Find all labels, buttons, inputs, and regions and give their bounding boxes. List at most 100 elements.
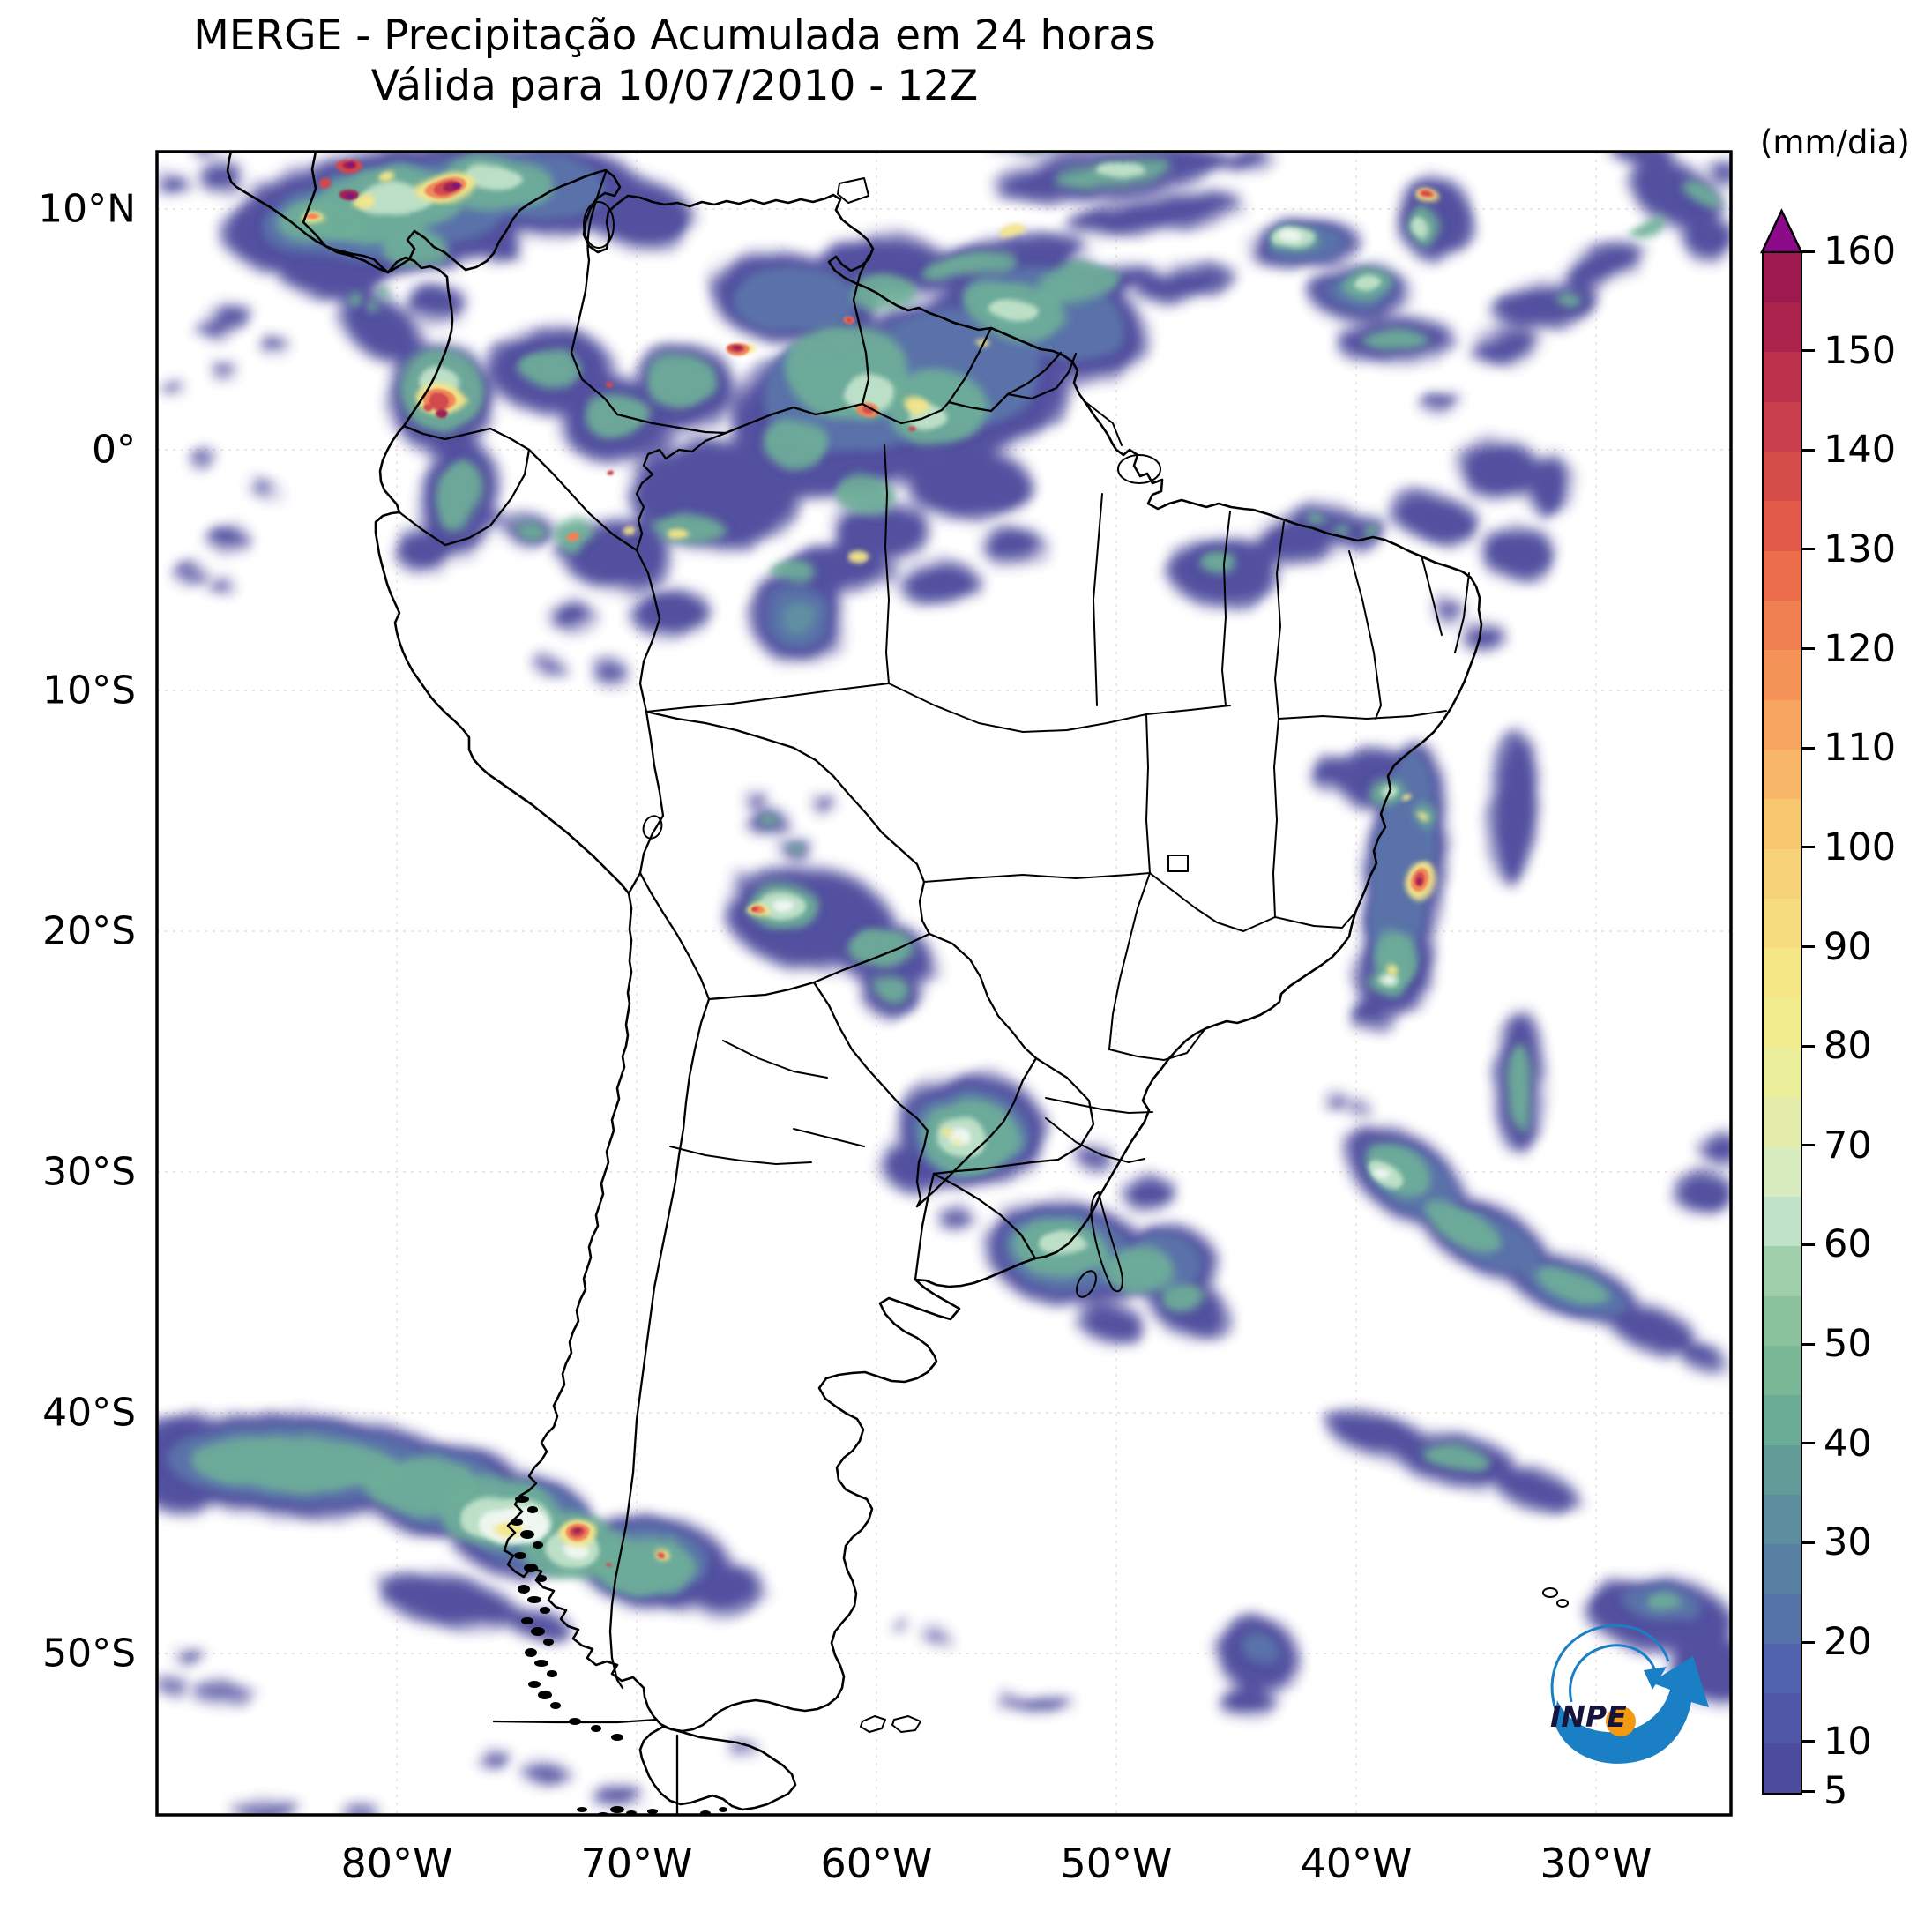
colorbar-tick-label: 140 — [1824, 428, 1897, 473]
colorbar-segment — [1764, 1246, 1801, 1296]
colorbar-segment — [1764, 601, 1801, 651]
latitude-axis: 10°N 0° 10°S 20°S 30°S 40°S 50°S — [0, 0, 145, 1911]
colorbar-segment — [1764, 1295, 1801, 1347]
logo-orbit-arc-inner — [1569, 1644, 1658, 1703]
lakes-islands — [583, 177, 1569, 1733]
colorbar-tick-label: 80 — [1824, 1024, 1872, 1069]
colorbar-segment — [1764, 401, 1801, 452]
lat-tick-label: 30°S — [42, 1149, 136, 1195]
colorbar-units-label: (mm/dia) — [1760, 123, 1910, 161]
colorbar-tick — [1801, 1541, 1815, 1544]
lat-tick-label: 10°S — [42, 668, 136, 713]
colorbar-tick — [1801, 1243, 1815, 1246]
colorbar-tick — [1801, 1442, 1815, 1445]
lon-tick-label: 30°W — [1540, 1840, 1652, 1887]
logo-orbit-arc-outer — [1550, 1624, 1670, 1710]
colorbar-segment — [1764, 1097, 1801, 1147]
colorbar-tick — [1801, 1789, 1815, 1793]
logo-text: INPE — [1550, 1699, 1627, 1734]
lon-tick-label: 60°W — [820, 1840, 933, 1887]
colorbar-tick — [1801, 1640, 1815, 1644]
colorbar-segment — [1764, 452, 1801, 502]
lat-tick-label: 10°N — [38, 186, 136, 232]
colorbar-segment — [1764, 1146, 1801, 1198]
colorbar-tick — [1801, 1740, 1815, 1743]
colorbar-tick-label: 50 — [1824, 1322, 1872, 1367]
colorbar-segment — [1764, 1693, 1801, 1743]
colorbar-segment — [1764, 550, 1801, 601]
colorbar-tick — [1801, 647, 1815, 651]
figure-title: MERGE - Precipitação Acumulada em 24 hor… — [150, 11, 1199, 111]
colorbar-tick — [1801, 1144, 1815, 1147]
colorbar-segment — [1764, 352, 1801, 402]
colorbar-tick-label: 150 — [1824, 328, 1897, 373]
colorbar-segment — [1764, 848, 1801, 900]
colorbar-tick — [1801, 349, 1815, 353]
colorbar-tick — [1801, 1342, 1815, 1346]
colorbar-segment — [1764, 899, 1801, 949]
colorbar-segment — [1764, 1048, 1801, 1098]
colorbar-segment — [1764, 699, 1801, 750]
country-borders — [398, 170, 1095, 1815]
lon-tick-label: 40°W — [1300, 1840, 1413, 1887]
logo-orbit-arrowhead — [1644, 1667, 1667, 1690]
colorbar-segment — [1764, 1644, 1801, 1694]
coastline-and-borders — [226, 152, 1569, 1815]
lon-tick-label: 70°W — [580, 1840, 693, 1887]
figure-title-line1: MERGE - Precipitação Acumulada em 24 hor… — [193, 11, 1156, 60]
colorbar-segment — [1764, 302, 1801, 353]
lat-tick-label: 20°S — [42, 908, 136, 954]
colorbar-tick-label: 5 — [1824, 1769, 1848, 1813]
state-borders — [645, 400, 1470, 1165]
colorbar-tick-label: 120 — [1824, 626, 1897, 671]
lon-tick-label: 50°W — [1060, 1840, 1173, 1887]
colorbar-tick — [1801, 746, 1815, 750]
fjord-speckle — [511, 1496, 727, 1815]
precipitation-layer — [157, 152, 1731, 1815]
colorbar-segment — [1764, 799, 1801, 849]
colorbar-over-arrow — [1760, 208, 1803, 254]
figure-title-line2: Válida para 10/07/2010 - 12Z — [370, 62, 979, 110]
colorbar-tick — [1801, 945, 1815, 949]
logo-swirl-arrow — [1554, 1656, 1709, 1764]
colorbar-tick-label: 160 — [1824, 229, 1897, 273]
colorbar-tick-label: 130 — [1824, 526, 1897, 571]
colorbar-tick — [1801, 846, 1815, 849]
lat-tick-label: 0° — [92, 427, 136, 473]
colorbar-segment — [1764, 1444, 1801, 1496]
colorbar-tick-label: 70 — [1824, 1123, 1872, 1168]
lat-tick-label: 50°S — [42, 1631, 136, 1676]
lat-tick-label: 40°S — [42, 1390, 136, 1436]
colorbar-segment — [1764, 1346, 1801, 1396]
coastline-path — [226, 152, 1483, 1733]
colorbar-segment — [1764, 650, 1801, 700]
colorbar-segment — [1764, 1495, 1801, 1545]
colorbar-tick — [1801, 548, 1815, 551]
colorbar-gradient — [1764, 252, 1801, 1793]
colorbar-tick — [1801, 250, 1815, 253]
colorbar-tick-label: 40 — [1824, 1421, 1872, 1466]
colorbar-tick-label: 90 — [1824, 924, 1872, 969]
map-frame — [155, 150, 1733, 1817]
colorbar-segment — [1764, 1395, 1801, 1445]
colorbar-segment — [1764, 750, 1801, 800]
colorbar-tick — [1801, 1044, 1815, 1048]
colorbar-tick-label: 30 — [1824, 1520, 1872, 1565]
colorbar — [1762, 251, 1802, 1795]
colorbar-segment — [1764, 252, 1801, 303]
colorbar-segment — [1764, 997, 1801, 1049]
colorbar-segment — [1764, 1594, 1801, 1645]
inpe-logo: INPE — [1550, 1624, 1709, 1764]
colorbar-tick — [1801, 448, 1815, 452]
colorbar-tick-label: 110 — [1824, 726, 1897, 771]
colorbar-segment — [1764, 1197, 1801, 1247]
colorbar-tick-label: 100 — [1824, 825, 1897, 870]
colorbar-tick-label: 10 — [1824, 1719, 1872, 1764]
colorbar-segment — [1764, 501, 1801, 551]
lon-tick-label: 80°W — [340, 1840, 453, 1887]
colorbar-segment — [1764, 1544, 1801, 1594]
colorbar-tick-label: 60 — [1824, 1222, 1872, 1267]
colorbar-tick-label: 20 — [1824, 1620, 1872, 1665]
logo-ball — [1606, 1706, 1636, 1736]
